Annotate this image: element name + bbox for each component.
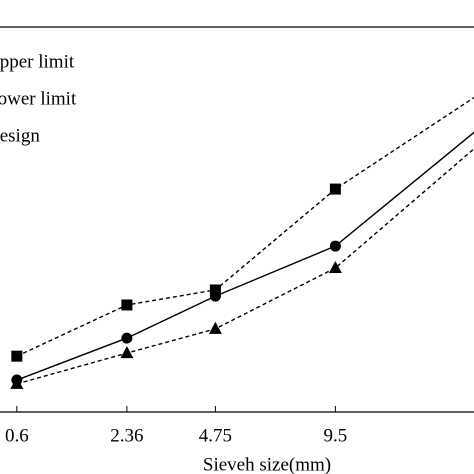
x-tick-label: 9.5 <box>323 425 347 446</box>
series-line <box>16 147 474 385</box>
x-tick-label: 4.75 <box>199 425 232 446</box>
marker-triangle <box>328 261 342 274</box>
marker-triangle <box>120 346 134 359</box>
legend-label: Design <box>0 125 40 146</box>
x-axis-label: Sieveh size(mm) <box>203 454 331 474</box>
marker-square <box>121 299 133 311</box>
marker-triangle <box>208 321 222 334</box>
x-tick-label: 2.36 <box>110 425 143 446</box>
marker-circle <box>121 332 133 344</box>
series-line <box>16 96 474 357</box>
marker-circle <box>11 374 23 386</box>
marker-circle <box>329 240 341 252</box>
legend-label: Upper limit <box>0 51 75 72</box>
marker-circle <box>209 290 221 302</box>
legend-label: Lower limit <box>0 88 77 109</box>
x-tick-label: 0.6 <box>5 425 29 446</box>
marker-square <box>329 183 341 195</box>
marker-square <box>209 284 221 296</box>
series-line <box>16 131 474 381</box>
marker-square <box>11 350 23 362</box>
